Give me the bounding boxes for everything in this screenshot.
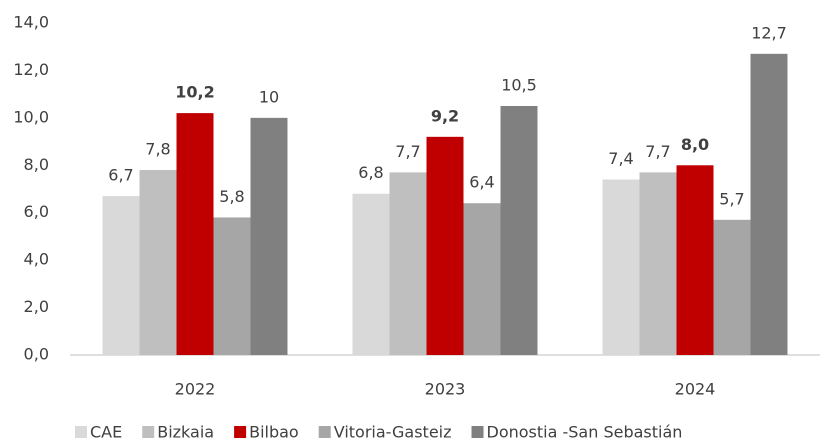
bar <box>102 196 140 355</box>
legend-swatch <box>75 426 87 438</box>
legend-swatch <box>142 426 155 438</box>
data-label: 7,7 <box>395 142 420 161</box>
data-label: 5,8 <box>219 187 244 206</box>
y-tick-label: 12,0 <box>13 60 49 79</box>
x-tick-label: 2022 <box>175 380 216 399</box>
x-tick-label: 2024 <box>675 380 716 399</box>
bar <box>713 219 751 355</box>
data-label: 7,4 <box>608 149 633 168</box>
y-tick-label: 10,0 <box>13 107 49 126</box>
data-label: 10 <box>259 87 279 106</box>
data-label: 10,2 <box>175 83 214 102</box>
bar <box>602 179 640 355</box>
bar <box>639 172 677 355</box>
bar <box>139 170 177 355</box>
data-label: 6,7 <box>108 166 133 185</box>
y-tick-label: 0,0 <box>24 345 49 364</box>
legend-swatch <box>318 426 331 438</box>
y-tick-label: 4,0 <box>24 250 49 269</box>
y-tick-label: 6,0 <box>24 202 49 221</box>
legend-label: CAE <box>90 423 122 441</box>
data-label: 10,5 <box>501 76 537 95</box>
data-label: 12,7 <box>751 23 787 42</box>
legend-swatch <box>471 426 484 438</box>
y-tick-label: 8,0 <box>24 155 49 174</box>
data-label: 7,7 <box>645 142 670 161</box>
data-label: 6,4 <box>469 173 494 192</box>
y-tick-label: 14,0 <box>13 13 49 32</box>
data-label: 8,0 <box>681 135 709 154</box>
bar <box>176 113 214 355</box>
bar <box>389 172 427 355</box>
data-label: 9,2 <box>431 106 459 125</box>
bar <box>676 165 714 355</box>
bar <box>213 217 251 355</box>
data-label: 6,8 <box>358 163 383 182</box>
x-tick-label: 2023 <box>425 380 466 399</box>
bar <box>750 53 788 355</box>
bar <box>500 106 538 355</box>
data-label: 5,7 <box>719 189 744 208</box>
legend-label: Donostia -San Sebastián <box>487 423 683 441</box>
legend-swatch <box>234 426 247 438</box>
bar <box>352 193 390 355</box>
bar <box>250 117 288 355</box>
data-label: 7,8 <box>145 140 170 159</box>
bar <box>463 203 501 355</box>
y-tick-label: 2,0 <box>24 297 49 316</box>
bar <box>426 136 464 355</box>
legend-label: Bilbao <box>249 423 299 441</box>
legend-label: Bizkaia <box>157 423 214 441</box>
legend-label: Vitoria-Gasteiz <box>334 423 452 441</box>
